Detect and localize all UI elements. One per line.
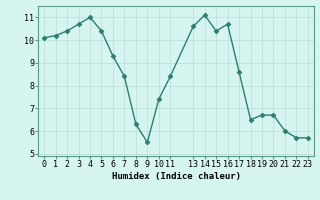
X-axis label: Humidex (Indice chaleur): Humidex (Indice chaleur) [111, 172, 241, 181]
